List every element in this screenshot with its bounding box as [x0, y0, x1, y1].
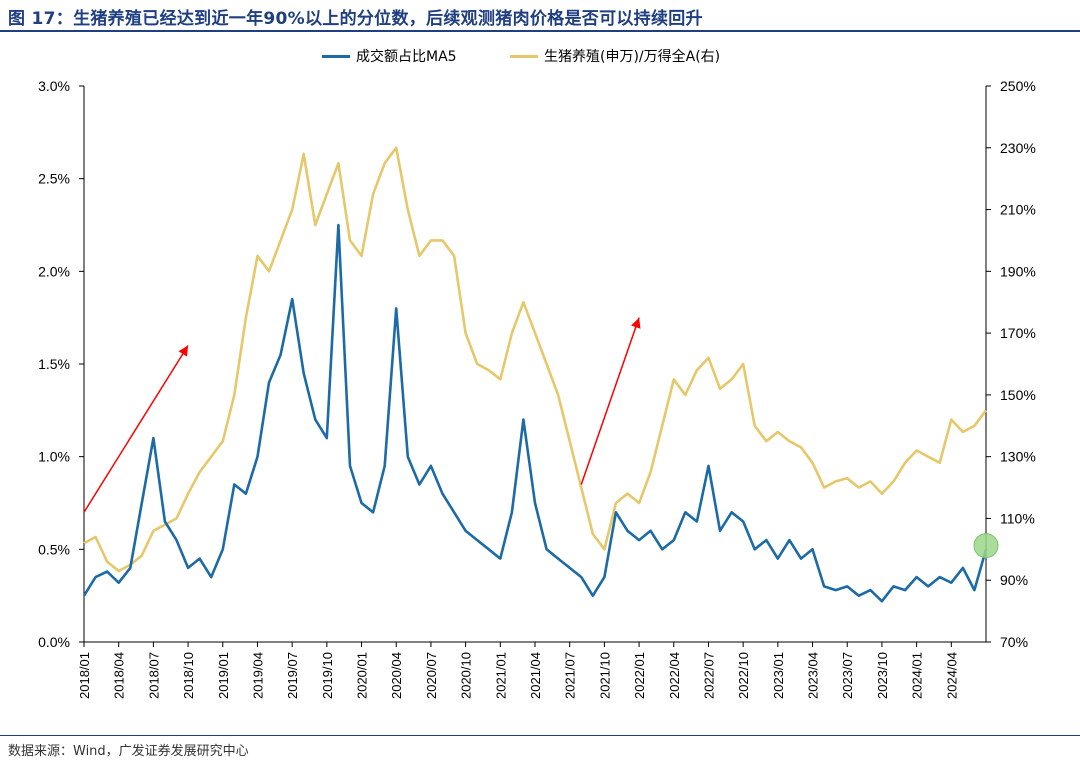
x-tick-label: 2018/07	[146, 652, 161, 699]
x-tick-label: 2022/01	[632, 652, 647, 699]
legend-label-left-series: 成交额占比MA5	[356, 49, 457, 65]
trend-arrow-head	[631, 317, 641, 329]
y-right-tick-label: 210%	[1000, 202, 1036, 218]
y-left-tick-label: 3.0%	[38, 78, 70, 94]
x-tick-label: 2018/10	[181, 652, 196, 699]
y-right-tick-label: 90%	[1000, 572, 1028, 588]
x-tick-label: 2022/10	[736, 652, 751, 699]
y-left-tick-label: 1.5%	[38, 356, 70, 372]
series-line-left	[82, 223, 988, 603]
x-tick-label: 2024/04	[944, 652, 959, 699]
x-tick-label: 2021/04	[528, 652, 543, 699]
y-left-tick-label: 0.0%	[38, 634, 70, 650]
x-tick-label: 2021/10	[597, 652, 612, 699]
title-divider	[0, 30, 1080, 32]
x-tick-label: 2020/04	[389, 652, 404, 699]
x-tick-label: 2019/01	[216, 652, 231, 699]
chart-legend: 成交额占比MA5 生猪养殖(申万)/万得全A(右)	[0, 46, 1080, 66]
x-tick-label: 2019/04	[250, 652, 265, 699]
y-right-tick-label: 110%	[1000, 510, 1035, 526]
y-right-tick-label: 230%	[1000, 140, 1036, 156]
page-title: 图 17：生猪养殖已经达到近一年90%以上的分位数，后续观测猪肉价格是否可以持续…	[8, 9, 703, 29]
y-right-tick-label: 170%	[1000, 325, 1036, 341]
title-bar: 图 17：生猪养殖已经达到近一年90%以上的分位数，后续观测猪肉价格是否可以持续…	[0, 0, 1080, 32]
source-note: 数据来源：Wind，广发证券发展研究中心	[8, 744, 249, 759]
x-tick-label: 2023/01	[771, 652, 786, 699]
x-tick-label: 2022/04	[667, 652, 682, 699]
legend-swatch-left-series	[322, 54, 350, 58]
x-tick-label: 2022/07	[701, 652, 716, 699]
y-left-tick-label: 2.5%	[38, 171, 70, 187]
y-left-tick-label: 2.0%	[38, 263, 70, 279]
highlight-marker	[973, 533, 999, 559]
legend-item-left-series: 成交额占比MA5	[322, 46, 457, 66]
legend-item-right-series: 生猪养殖(申万)/万得全A(右)	[510, 46, 720, 66]
x-tick-label: 2019/07	[285, 652, 300, 699]
y-right-tick-label: 250%	[1000, 78, 1036, 94]
footer-divider	[0, 735, 1080, 736]
y-right-tick-label: 190%	[1000, 263, 1036, 279]
trend-arrow-line	[580, 317, 640, 485]
y-right-tick-label: 70%	[1000, 634, 1028, 650]
legend-swatch-right-series	[510, 54, 538, 58]
x-tick-label: 2021/07	[563, 652, 578, 699]
y-left-tick-label: 0.5%	[38, 541, 70, 557]
x-tick-label: 2018/01	[77, 652, 92, 699]
y-right-tick-label: 130%	[1000, 449, 1036, 465]
x-tick-label: 2023/10	[875, 652, 890, 699]
x-tick-label: 2024/01	[910, 652, 925, 699]
x-tick-label: 2023/07	[840, 652, 855, 699]
y-left-tick-label: 1.0%	[38, 449, 70, 465]
trend-arrow-head	[178, 345, 189, 357]
x-tick-label: 2019/10	[320, 652, 335, 699]
trend-arrow-line	[83, 345, 189, 513]
y-right-tick-label: 150%	[1000, 387, 1036, 403]
series-line-right	[83, 146, 988, 573]
x-tick-label: 2021/01	[493, 652, 508, 699]
x-tick-label: 2023/04	[806, 652, 821, 699]
legend-label-right-series: 生猪养殖(申万)/万得全A(右)	[544, 49, 721, 65]
x-tick-label: 2020/07	[424, 652, 439, 699]
x-tick-label: 2020/10	[459, 652, 474, 699]
x-tick-label: 2018/04	[112, 652, 127, 699]
x-tick-label: 2020/01	[355, 652, 370, 699]
